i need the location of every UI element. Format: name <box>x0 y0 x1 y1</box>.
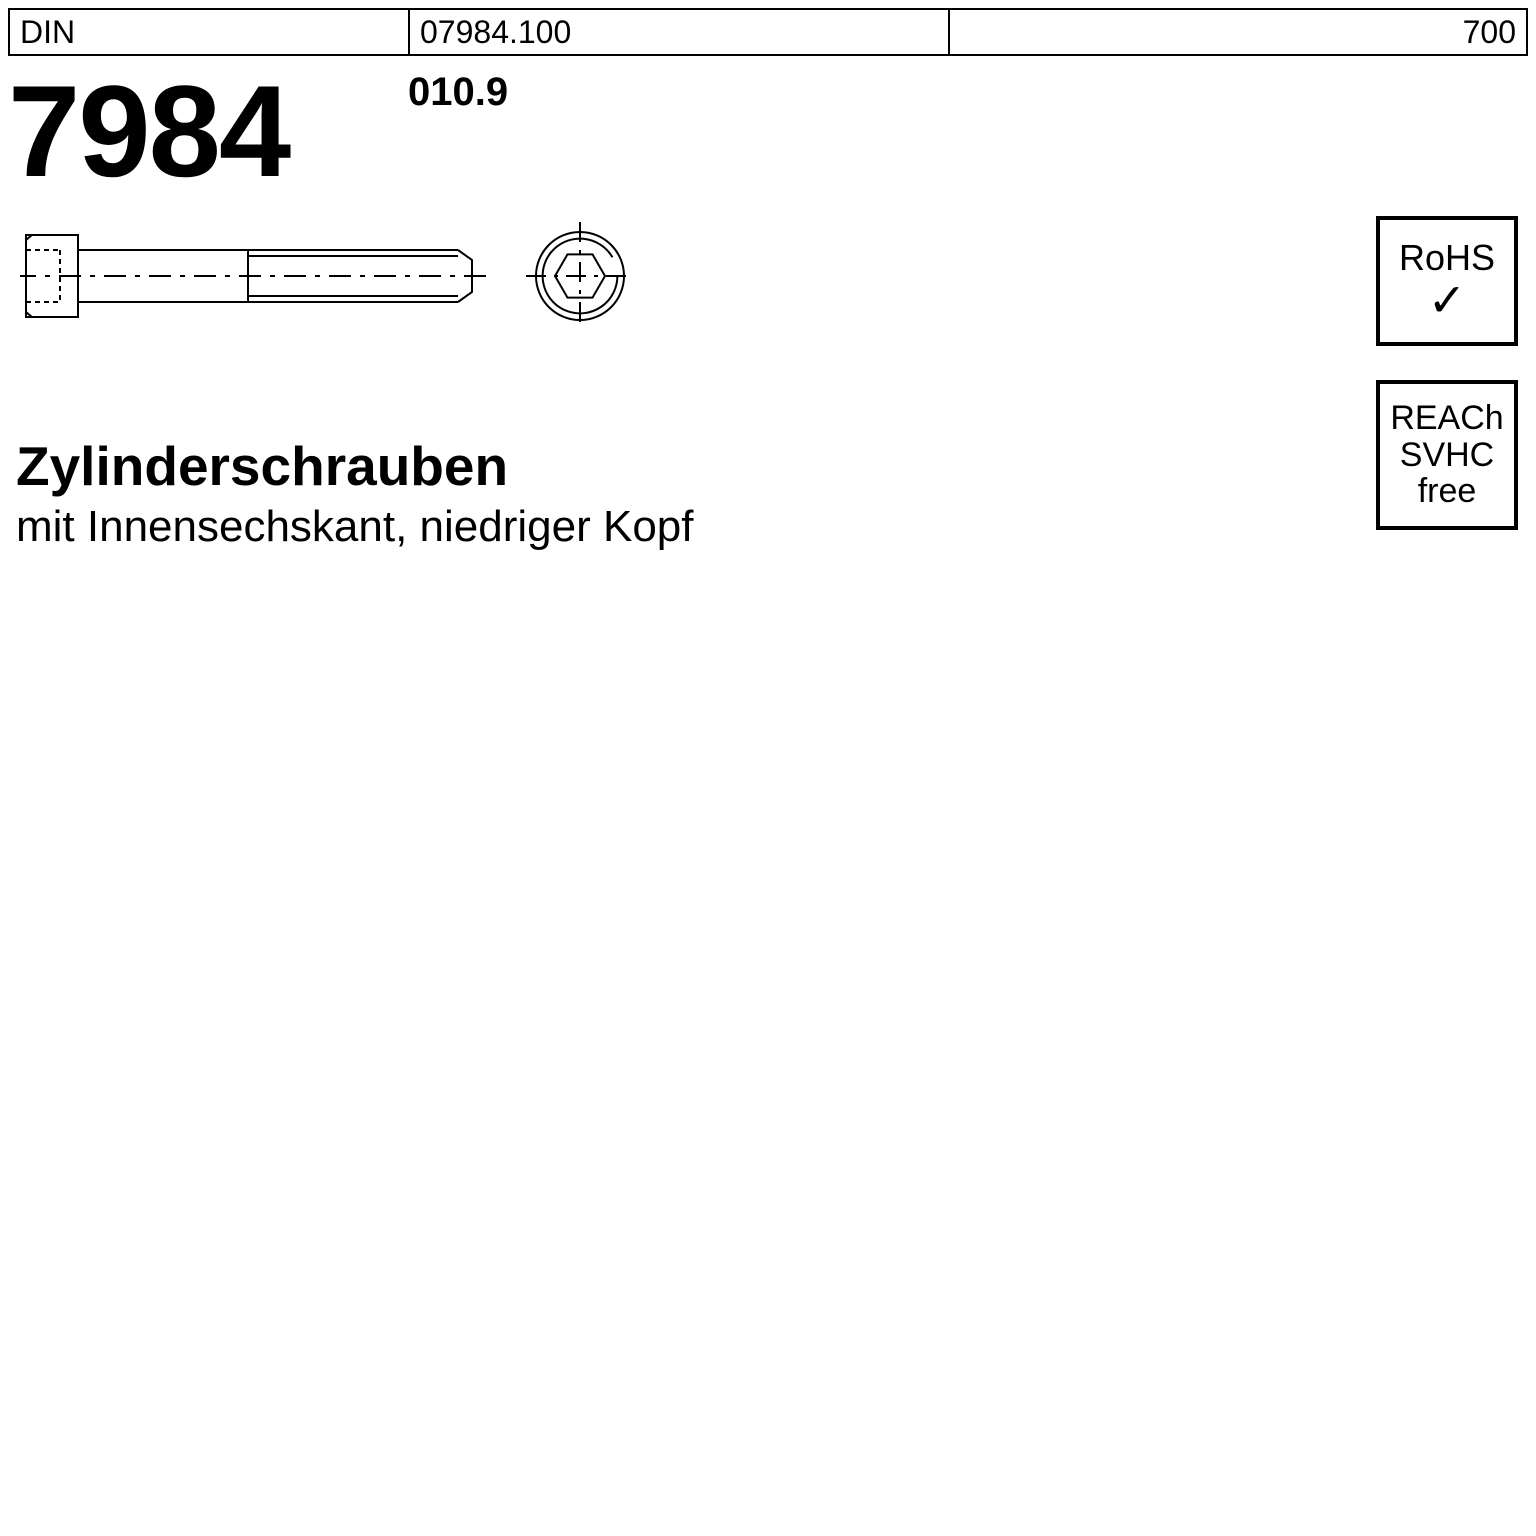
reach-line3: free <box>1418 473 1477 510</box>
check-icon: ✓ <box>1428 277 1467 323</box>
header-cell-standard: DIN <box>10 10 410 54</box>
screw-diagram <box>20 216 660 341</box>
header-row: DIN 07984.100 700 <box>8 8 1528 56</box>
standard-number: 7984 <box>8 56 289 206</box>
reach-line1: REACh <box>1390 400 1503 437</box>
rohs-badge: RoHS ✓ <box>1376 216 1518 346</box>
title-block: Zylinderschrauben mit Innensechskant, ni… <box>16 434 694 552</box>
reach-line2: SVHC <box>1400 437 1494 474</box>
header-cell-page: 700 <box>950 10 1526 54</box>
title-line2: mit Innensechskant, niedriger Kopf <box>16 502 694 552</box>
title-line1: Zylinderschrauben <box>16 434 694 498</box>
header-cell-code: 07984.100 <box>410 10 950 54</box>
rohs-label: RoHS <box>1399 239 1495 278</box>
reach-badge: REACh SVHC free <box>1376 380 1518 530</box>
strength-grade: 010.9 <box>408 70 508 115</box>
